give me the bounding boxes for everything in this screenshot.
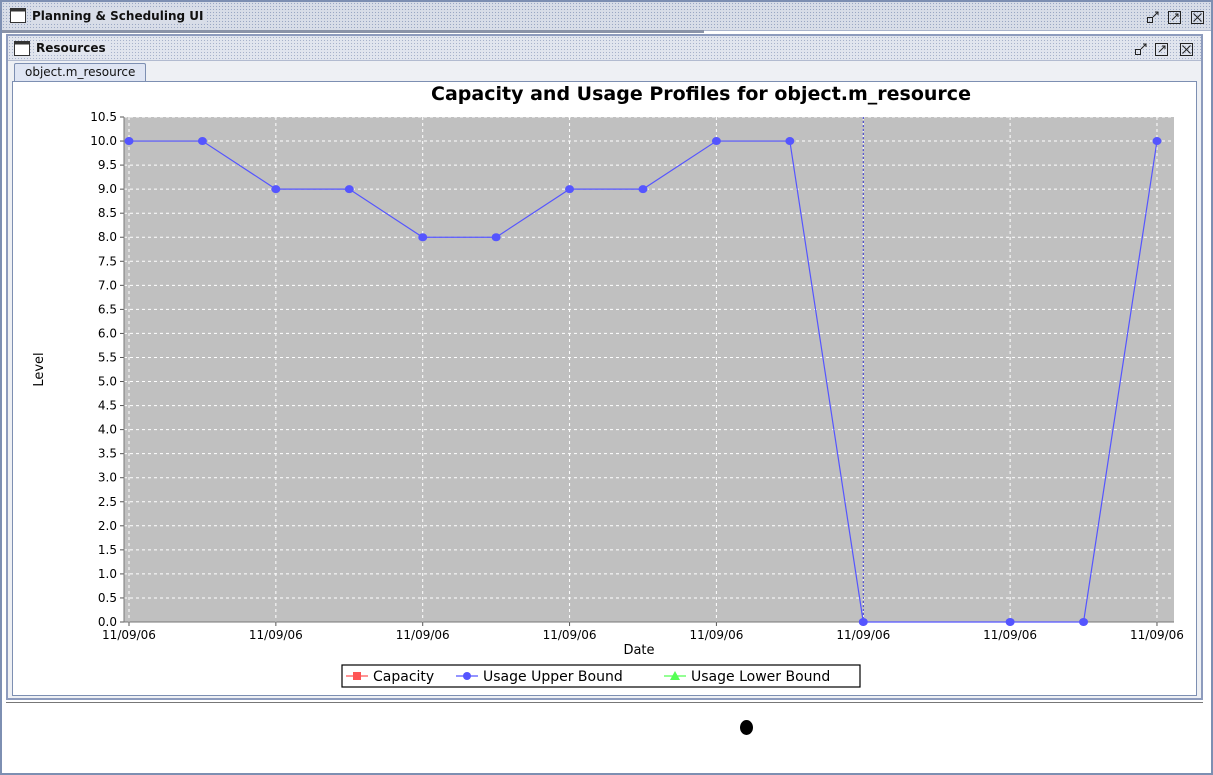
data-point: [271, 185, 281, 194]
y-tick-label: 3.5: [98, 447, 117, 461]
legend-marker: [670, 671, 680, 680]
frame-window-icon: [14, 41, 30, 60]
window-title-bar[interactable]: Planning & Scheduling UI: [2, 2, 1211, 31]
resources-title-bar[interactable]: Resources: [8, 36, 1201, 61]
legend-label: Capacity: [373, 669, 434, 685]
y-tick-label: 9.5: [98, 158, 117, 172]
data-point: [711, 137, 721, 146]
x-tick-label: 11/09/06: [836, 628, 890, 642]
legend-label: Usage Lower Bound: [691, 669, 830, 685]
y-tick-label: 9.0: [98, 182, 117, 196]
y-tick-label: 0.0: [98, 615, 117, 629]
y-tick-label: 10.5: [90, 110, 117, 124]
y-tick-label: 4.5: [98, 399, 117, 413]
iconify-icon[interactable]: [1147, 9, 1160, 23]
data-point: [1152, 137, 1162, 146]
y-tick-label: 6.5: [98, 302, 117, 316]
data-point: [638, 185, 648, 194]
resources-title: Resources: [36, 41, 110, 55]
x-tick-label: 11/09/06: [396, 628, 450, 642]
frame-close-icon[interactable]: [1180, 41, 1193, 56]
close-icon[interactable]: [1191, 9, 1204, 24]
title-underline: [2, 30, 704, 33]
x-tick-label: 11/09/06: [1130, 628, 1184, 642]
legend: Capacity Usage Upper Bound Usage Lower Bou…: [341, 664, 861, 688]
data-point: [1079, 618, 1089, 626]
data-point: [418, 233, 428, 242]
legend-box: [341, 664, 861, 688]
plot-area: [124, 117, 1174, 622]
x-tick-label: 11/09/06: [102, 628, 156, 642]
y-tick-label: 1.0: [98, 567, 117, 581]
y-tick-label: 5.5: [98, 350, 117, 364]
data-point: [858, 618, 868, 626]
data-point: [124, 137, 134, 146]
legend-marker: [353, 672, 361, 680]
chart-panel: Capacity and Usage Profiles for object.m…: [12, 81, 1197, 696]
maximize-icon[interactable]: [1168, 9, 1181, 24]
x-axis-label: Date: [623, 643, 654, 658]
window-icon: [10, 8, 26, 27]
y-tick-label: 5.0: [98, 375, 117, 389]
window-title: Planning & Scheduling UI: [32, 9, 208, 23]
legend-marker: [463, 672, 471, 680]
data-point: [344, 185, 354, 194]
data-point: [197, 137, 207, 146]
y-tick-label: 3.0: [98, 471, 117, 485]
legend-label: Usage Upper Bound: [483, 669, 623, 685]
y-tick-label: 7.0: [98, 278, 117, 292]
status-divider: [6, 702, 1203, 703]
frame-maximize-icon[interactable]: [1155, 41, 1168, 56]
resources-frame: Resources object.m_resource Capacity and…: [6, 34, 1203, 700]
y-axis-label: Level: [32, 352, 47, 386]
chart-title: Capacity and Usage Profiles for object.m…: [431, 83, 971, 105]
y-tick-label: 10.0: [90, 134, 117, 148]
y-tick-label: 2.0: [98, 519, 117, 533]
x-tick-label: 11/09/06: [983, 628, 1037, 642]
y-tick-label: 1.5: [98, 543, 117, 557]
y-tick-label: 2.5: [98, 495, 117, 509]
data-point: [785, 137, 795, 146]
y-tick-label: 4.0: [98, 423, 117, 437]
data-point: [565, 185, 575, 194]
y-tick-label: 8.0: [98, 230, 117, 244]
y-tick-label: 7.5: [98, 254, 117, 268]
data-point: [491, 233, 501, 242]
y-tick-label: 6.0: [98, 326, 117, 340]
frame-iconify-icon[interactable]: [1135, 41, 1148, 55]
x-tick-label: 11/09/06: [249, 628, 303, 642]
x-tick-label: 11/09/06: [543, 628, 597, 642]
chart: Capacity and Usage Profiles for object.m…: [32, 83, 1184, 688]
series-line: [129, 140, 1158, 623]
mouse-cursor: [740, 720, 753, 735]
x-tick-label: 11/09/06: [689, 628, 743, 642]
y-tick-label: 8.5: [98, 206, 117, 220]
data-point: [1005, 618, 1015, 626]
y-tick-label: 0.5: [98, 591, 117, 605]
tab-object-m-resource[interactable]: object.m_resource: [14, 63, 147, 81]
